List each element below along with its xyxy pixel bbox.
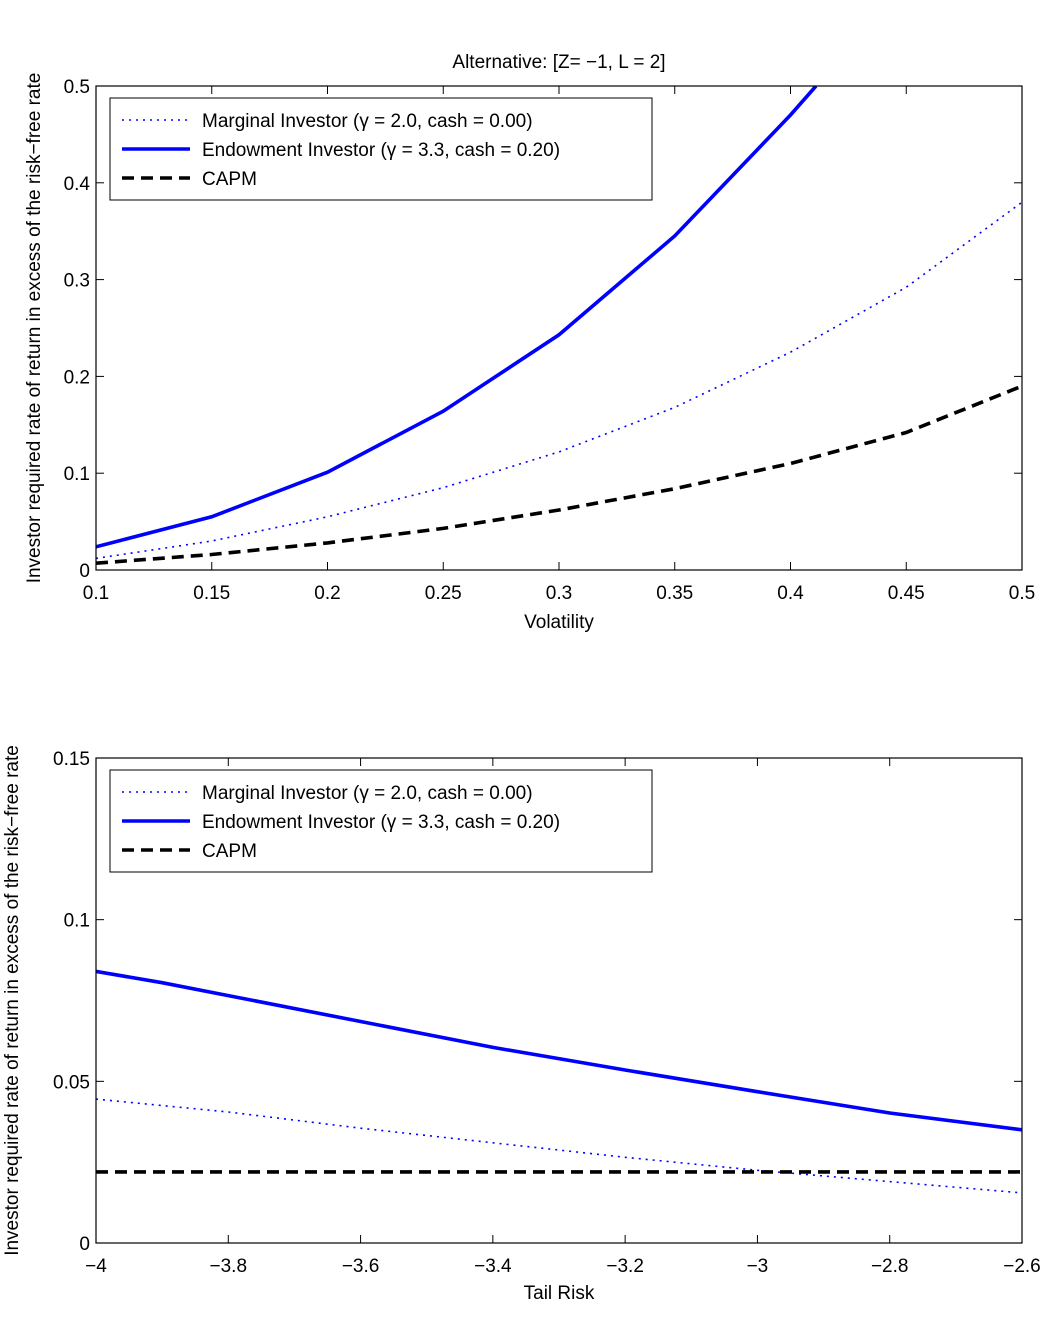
x-tick-label: 0.25: [425, 583, 462, 604]
legend-label-3: CAPM: [202, 169, 257, 190]
legend-label-3: CAPM: [202, 841, 257, 862]
legend-label-1: Marginal Investor (γ = 2.0, cash = 0.00): [202, 111, 533, 132]
y-tick-label: 0.1: [64, 464, 90, 485]
y-tick-label: 0.3: [64, 271, 90, 292]
chart-title: Alternative: [Z= −1, L = 2]: [452, 52, 665, 73]
x-tick-label: 0.35: [656, 583, 693, 604]
x-tick-label: −3.4: [474, 1256, 512, 1277]
legend-label-1: Marginal Investor (γ = 2.0, cash = 0.00): [202, 783, 533, 804]
legend: Marginal Investor (γ = 2.0, cash = 0.00)…: [109, 769, 653, 873]
x-tick-label: 0.15: [193, 583, 230, 604]
x-tick-label: 0.5: [1009, 583, 1035, 604]
y-tick-label: 0.1: [64, 911, 90, 932]
series-line-2: [96, 969, 1022, 1132]
x-tick-label: −3.2: [606, 1256, 644, 1277]
x-tick-label: 0.1: [83, 583, 109, 604]
x-tick-label: 0.2: [314, 583, 340, 604]
x-tick-label: −3.8: [210, 1256, 248, 1277]
x-tick-label: 0.3: [546, 583, 572, 604]
series-line-1: [96, 1098, 1022, 1194]
legend: Marginal Investor (γ = 2.0, cash = 0.00)…: [109, 97, 653, 201]
chart-1: 0.1 0.15 0.2 0.25 0.3 0.35 0.4 0.45 0.500.10.20.…: [24, 52, 1035, 633]
y-tick-label: 0: [79, 561, 90, 582]
chart-2: −4 −3.8 −3.6 −3.4 −3.2 −3 −2.8 −2.6 0 0.05 0.1 0.15…: [2, 745, 1041, 1304]
y-axis-label: Investor required rate of return in exce…: [24, 73, 45, 584]
series-line-2: [96, 86, 818, 549]
legend-box: [109, 97, 653, 201]
y-axis-label: Investor required rate of return in exce…: [2, 745, 23, 1256]
x-tick-label: −3.6: [342, 1256, 380, 1277]
legend-label-2: Endowment Investor (γ = 3.3, cash = 0.20…: [202, 140, 560, 161]
y-tick-label: 0.05: [53, 1072, 90, 1093]
y-tick-label: 0.4: [64, 174, 91, 195]
legend-box: [109, 769, 653, 873]
y-tick-label: 0.2: [64, 367, 90, 388]
x-tick-label: −2.8: [871, 1256, 909, 1277]
x-tick-label: −3: [747, 1256, 769, 1277]
y-tick-label: 0.5: [64, 77, 90, 98]
x-tick-label: −4: [85, 1256, 107, 1277]
y-tick-label: 0: [79, 1234, 90, 1255]
x-tick-label: 0.45: [888, 583, 925, 604]
x-axis-label: Tail Risk: [524, 1283, 595, 1304]
series-line-3: [96, 384, 1022, 565]
x-axis-label: Volatility: [524, 612, 594, 633]
x-tick-label: −2.6: [1003, 1256, 1041, 1277]
legend-label-2: Endowment Investor (γ = 3.3, cash = 0.20…: [202, 812, 560, 833]
axes-frame: [95, 757, 1023, 1244]
y-tick-label: 0.15: [53, 749, 90, 770]
x-tick-label: 0.4: [777, 583, 804, 604]
